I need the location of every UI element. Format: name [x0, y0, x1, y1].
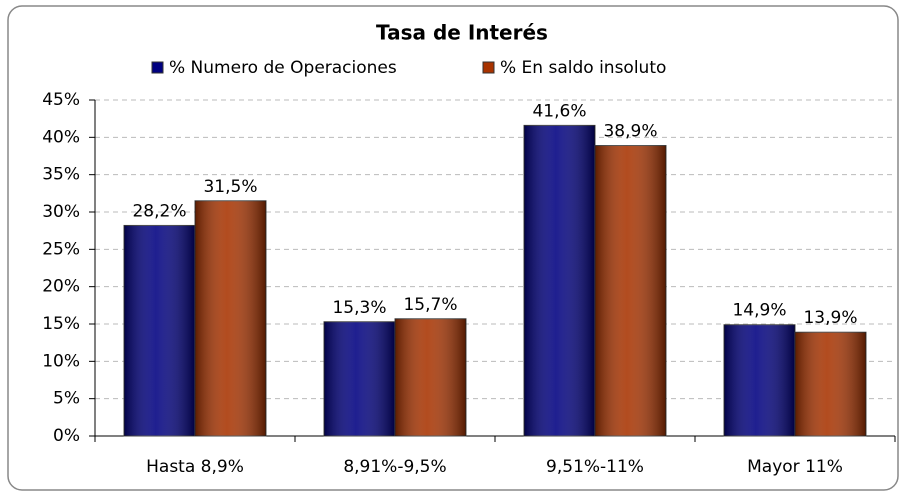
x-tick-label: 9,51%-11% — [546, 457, 644, 477]
legend-label: % En saldo insoluto — [500, 58, 666, 78]
value-label: 13,9% — [803, 308, 857, 328]
value-label: 14,9% — [732, 301, 786, 321]
bar-shade — [724, 324, 795, 436]
legend-label: % Numero de Operaciones — [169, 58, 397, 78]
chart-title: Tasa de Interés — [376, 21, 548, 45]
value-label: 15,7% — [403, 295, 457, 315]
y-tick-label: 5% — [53, 389, 80, 409]
x-tick-label: 8,91%-9,5% — [343, 457, 446, 477]
x-tick-label: Hasta 8,9% — [146, 457, 244, 477]
bar-shade — [524, 125, 595, 437]
legend-swatch — [151, 61, 164, 74]
x-tick-label: Mayor 11% — [747, 457, 843, 477]
y-tick-label: 20% — [42, 277, 80, 297]
y-tick-label: 25% — [42, 239, 80, 259]
value-label: 28,2% — [132, 201, 186, 221]
bar-shade — [124, 225, 195, 436]
bar-shade — [324, 321, 395, 436]
y-tick-label: 30% — [42, 202, 80, 222]
y-tick-label: 0% — [53, 426, 80, 446]
value-label: 38,9% — [603, 122, 657, 142]
y-tick-label: 10% — [42, 351, 80, 371]
value-label: 41,6% — [532, 101, 586, 121]
y-tick-label: 40% — [42, 127, 80, 147]
y-tick-label: 35% — [42, 165, 80, 185]
value-label: 15,3% — [332, 298, 386, 318]
value-label: 31,5% — [203, 177, 257, 197]
legend-swatch — [482, 61, 495, 74]
bar-shade — [195, 200, 266, 436]
bar-shade — [795, 332, 866, 436]
bar-shade — [595, 145, 666, 436]
y-tick-label: 45% — [42, 90, 80, 110]
bar-shade — [395, 318, 466, 436]
y-tick-label: 15% — [42, 314, 80, 334]
